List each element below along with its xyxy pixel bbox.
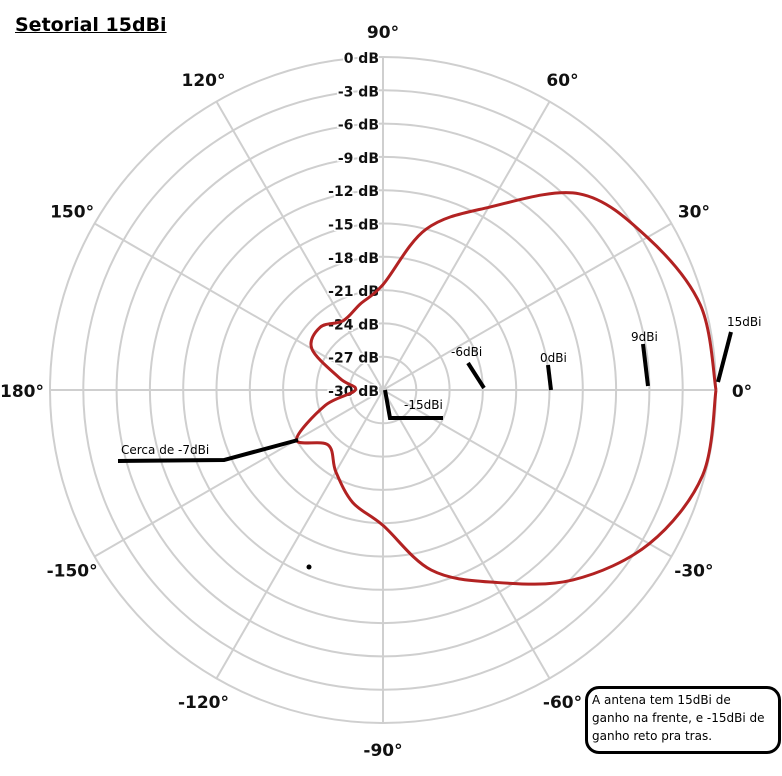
annotation-label: -6dBi (451, 345, 482, 359)
annotation-pointer-line (383, 389, 443, 420)
grid-spoke (382, 101, 551, 391)
radial-tick-label: 0 dB (344, 51, 379, 67)
radial-tick-label: -27 dB (328, 351, 379, 367)
note-line: ganho na frente, e -15dBi de (592, 711, 765, 725)
angle-tick-label: 0° (732, 382, 752, 402)
annotation-pointer-line (546, 364, 553, 391)
annotation-pointer-line (466, 361, 486, 390)
radial-tick-label: -12 dB (328, 184, 379, 200)
grid-spoke (94, 389, 384, 558)
radial-tick-label: -18 dB (328, 251, 379, 267)
angle-tick-label: 30° (678, 203, 710, 223)
angle-tick-label: -60° (543, 693, 582, 713)
radial-tick-label: -3 dB (338, 84, 379, 100)
angle-tick-label: 150° (50, 203, 94, 223)
annotation-note-box: A antena tem 15dBi de ganho na frente, e… (585, 686, 781, 754)
note-line: A antena tem 15dBi de (592, 693, 731, 707)
angle-tick-label: -120° (178, 693, 229, 713)
annotation-label: 0dBi (540, 351, 567, 365)
grid-spoke (382, 389, 551, 679)
grid-spoke (215, 389, 384, 679)
annotation-pointer-line (117, 438, 299, 463)
note-line: ganho reto pra tras. (592, 729, 713, 743)
annotation-label: 15dBi (727, 315, 761, 329)
annotation-pointer-line (716, 331, 733, 383)
radial-tick-label: -24 dB (328, 317, 379, 333)
radial-tick-label: -21 dB (328, 284, 379, 300)
radial-tick-label: -9 dB (338, 151, 379, 167)
angle-tick-label: -30° (674, 562, 713, 582)
radial-tick-label: -15 dB (328, 218, 379, 234)
angle-tick-label: -150° (47, 562, 98, 582)
angle-tick-label: -90° (363, 741, 402, 761)
angle-tick-label: 90° (367, 23, 399, 43)
grid-spoke (94, 222, 384, 391)
grid-spoke (382, 222, 672, 391)
angle-tick-label: 180° (0, 382, 44, 402)
angle-tick-label: 120° (182, 71, 226, 91)
annotation-label: 9dBi (631, 330, 658, 344)
radial-tick-label: -6 dB (338, 118, 379, 134)
stray-dot (306, 564, 312, 570)
grid-spoke (215, 101, 384, 391)
grid-spoke (382, 389, 672, 558)
angle-tick-label: 60° (546, 71, 578, 91)
chart-title: Setorial 15dBi (15, 14, 167, 36)
annotation-pointer-line (641, 343, 650, 387)
radiation-pattern-line (295, 191, 718, 586)
annotation-label: Cerca de -7dBi (121, 443, 209, 457)
annotation-label: -15dBi (404, 398, 443, 412)
